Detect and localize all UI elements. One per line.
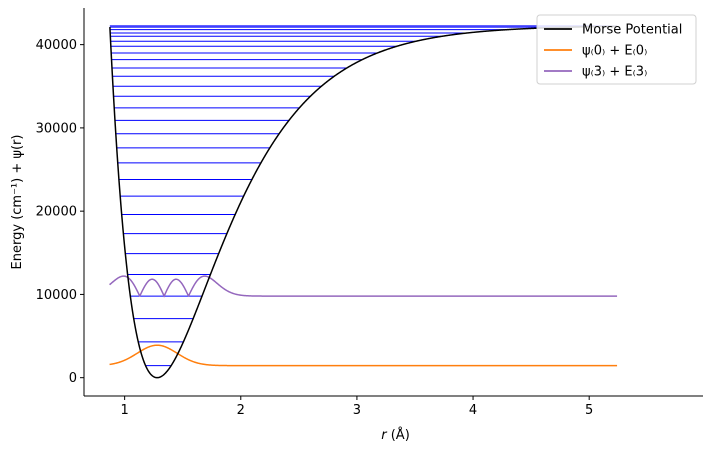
legend-label-potential: Morse Potential [582, 23, 682, 38]
energy-levels [109, 25, 618, 367]
x-tick-label-4: 4 [469, 403, 477, 418]
x-tick-label-1: 1 [121, 403, 129, 418]
legend-label-psi0: ψ₍0₎ + E₍0₎ [582, 44, 647, 59]
morse-potential-line [109, 25, 618, 379]
psi-3-line [109, 275, 618, 298]
y-tick-label-10000: 10000 [36, 288, 77, 303]
y-tick-label-20000: 20000 [36, 205, 77, 220]
y-tick-label-30000: 30000 [36, 121, 77, 136]
legend-label-psi3: ψ₍3₎ + E₍3₎ [582, 65, 647, 80]
legend-box [536, 14, 697, 85]
y-tick-label-40000: 40000 [36, 38, 77, 53]
curves [109, 25, 618, 379]
x-tick-label-2: 2 [237, 403, 245, 418]
x-axis-label-variable: r [381, 428, 388, 443]
y-tick-label-0: 0 [69, 371, 77, 386]
axes: 1 2 3 4 5 0 10000 20000 30000 40000 r (Å) Energy (c… [10, 8, 703, 443]
x-tick-label-5: 5 [585, 403, 593, 418]
y-axis-label: Energy (cm⁻¹) + ψ(r) [10, 135, 25, 270]
x-axis-label: r (Å) [381, 427, 410, 443]
legend: Morse Potential ψ₍0₎ + E₍0₎ ψ₍3₎ + E₍3₎ [536, 14, 697, 85]
x-tick-label-3: 3 [353, 403, 361, 418]
x-axis-label-unit: (Å) [387, 427, 410, 443]
psi-0-line [109, 344, 618, 367]
